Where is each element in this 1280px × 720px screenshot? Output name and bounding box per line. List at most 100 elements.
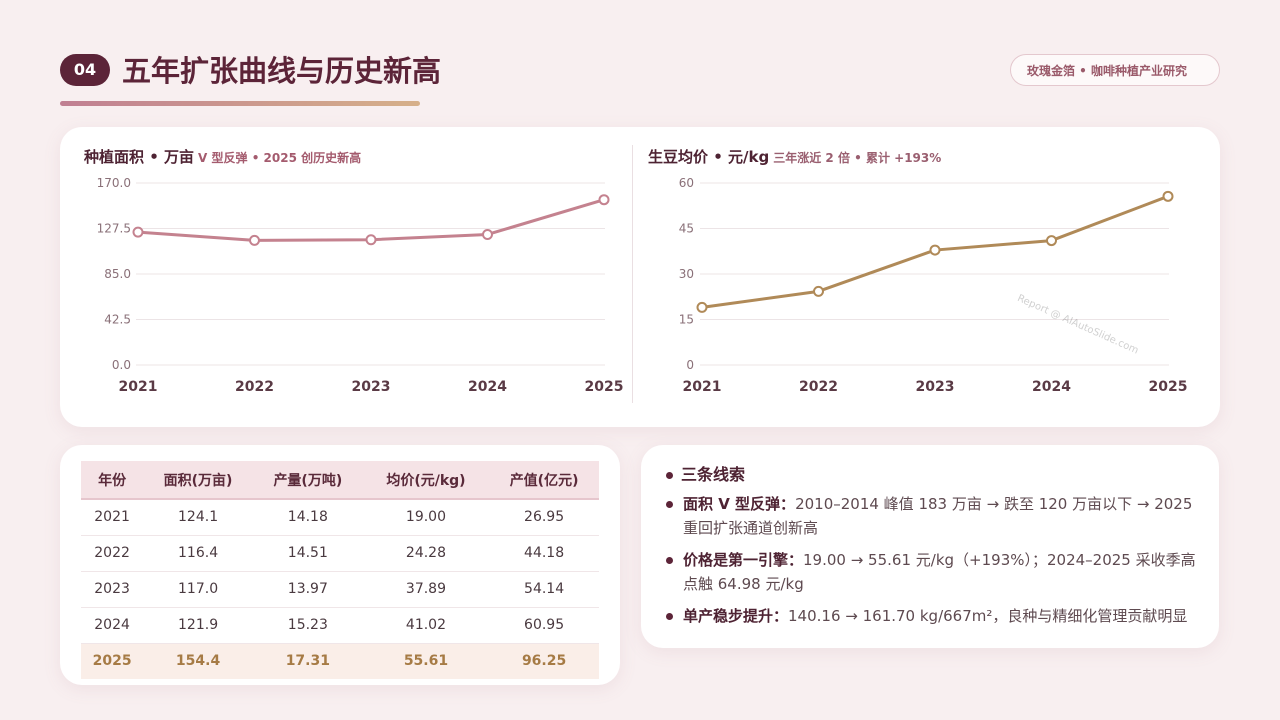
data-point: [929, 244, 941, 256]
price-chart-heading: 生豆均价 • 元/kg 三年涨近 2 倍 • 累计 +193%: [648, 147, 941, 168]
x-tick-label: 2021: [119, 379, 158, 395]
area-chart-title: 种植面积 • 万亩: [84, 148, 195, 166]
note-lead: 面积 V 型反弹：: [683, 495, 796, 513]
bullet-dot: [666, 557, 673, 564]
x-tick-label: 2024: [1032, 379, 1071, 395]
table-header-cell: 面积(万亩): [143, 461, 253, 500]
y-tick-label: 127.5: [97, 222, 131, 236]
data-point: [696, 301, 708, 313]
table-cell: 54.14: [489, 571, 599, 608]
table-cell: 116.4: [143, 535, 253, 572]
table-header-cell: 产值(亿元): [489, 461, 599, 500]
brand-tag: 玫瑰金箔 • 咖啡种植产业研究: [1010, 54, 1220, 86]
table-cell: 24.28: [362, 535, 490, 572]
x-tick-label: 2024: [468, 379, 507, 395]
bullet-dot: [666, 472, 673, 479]
section-number-badge: 04: [60, 54, 110, 86]
table-cell: 117.0: [143, 571, 253, 608]
table-cell: 41.02: [362, 607, 490, 644]
data-table: 年份 面积(万亩) 产量(万吨) 均价(元/kg) 产值(亿元) 2021 12…: [81, 461, 599, 679]
data-point: [598, 194, 610, 206]
page-title: 五年扩张曲线与历史新高: [122, 54, 442, 88]
table-cell: 154.4: [175, 653, 221, 670]
area-chart-heading: 种植面积 • 万亩 V 型反弹 • 2025 创历史新高: [84, 147, 361, 168]
table-cell: 13.97: [252, 571, 363, 608]
table-row: 2021 124.1 14.18 19.00 26.95: [81, 499, 599, 536]
table-cell: 124.1: [143, 499, 253, 536]
data-point: [132, 226, 144, 238]
y-tick-label: 42.5: [104, 313, 131, 327]
y-tick-label: 45: [679, 222, 694, 236]
x-tick-label: 2021: [683, 379, 722, 395]
note-text: 2010–2014 峰值 183 万亩 → 跌至 120 万亩以下 → 2025…: [683, 495, 1193, 537]
table-cell: 37.89: [362, 571, 490, 608]
table-row: 2024 121.9 15.23 41.02 60.95: [81, 607, 599, 644]
area-chart-subtitle: V 型反弹 • 2025 创历史新高: [198, 151, 362, 165]
data-point: [813, 285, 824, 297]
price-line-chart: 0 15 30 45 60 2021 2022 2023 2024 2025: [679, 176, 1188, 395]
data-point: [482, 228, 493, 240]
bullet-dot: [666, 501, 673, 508]
note-text: 140.16 → 161.70 kg/667m²，良种与精细化管理贡献明显: [788, 607, 1188, 625]
x-tick-label: 2022: [235, 379, 274, 395]
table-cell: 44.18: [489, 535, 599, 572]
title-underline: [60, 101, 420, 106]
table-cell: 2022: [81, 535, 144, 572]
y-tick-label: 15: [679, 313, 694, 327]
x-tick-label: 2025: [1149, 379, 1188, 395]
y-tick-label: 0.0: [112, 358, 131, 372]
y-tick-label: 85.0: [104, 267, 131, 281]
x-tick-label: 2023: [352, 379, 391, 395]
y-tick-label: 60: [679, 176, 694, 190]
chart-divider: [632, 145, 633, 403]
table-header-row: 年份 面积(万亩) 产量(万吨) 均价(元/kg) 产值(亿元): [81, 461, 599, 500]
y-tick-label: 0: [686, 358, 694, 372]
notes-title: 三条线索: [681, 465, 746, 484]
charts-card: 种植面积 • 万亩 V 型反弹 • 2025 创历史新高 0.0 42.5 85.0 1…: [60, 127, 1220, 427]
note-item: 面积 V 型反弹：2010–2014 峰值 183 万亩 → 跌至 120 万亩…: [683, 492, 1197, 540]
table-cell: 55.61: [403, 653, 449, 670]
table-cell: 2025: [92, 653, 132, 670]
area-chart-panel: 种植面积 • 万亩 V 型反弹 • 2025 创历史新高 0.0 42.5 85.0 1…: [60, 127, 632, 427]
table-cell: 14.18: [252, 499, 363, 536]
x-tick-label: 2025: [585, 379, 624, 395]
price-chart-panel: 生豆均价 • 元/kg 三年涨近 2 倍 • 累计 +193% 0 15 30 45 60…: [634, 127, 1220, 427]
table-row-highlight: 2025 154.4 17.31 55.61 96.25: [81, 643, 599, 679]
x-tick-label: 2022: [799, 379, 838, 395]
price-chart-title: 生豆均价 • 元/kg: [648, 148, 770, 166]
data-point: [1046, 235, 1057, 247]
note-lead: 单产稳步提升：: [683, 607, 789, 625]
note-item: 价格是第一引擎：19.00 → 55.61 元/kg（+193%）；2024–2…: [683, 548, 1197, 596]
note-lead: 价格是第一引擎：: [683, 551, 804, 569]
table-header-cell: 产量(万吨): [252, 461, 363, 500]
data-table-card: 年份 面积(万亩) 产量(万吨) 均价(元/kg) 产值(亿元) 2021 12…: [60, 445, 620, 685]
table-cell: 2024: [81, 607, 144, 644]
data-point: [365, 234, 377, 246]
table-cell: 15.23: [252, 607, 363, 644]
y-tick-label: 170.0: [97, 176, 131, 190]
table-cell: 2021: [81, 499, 144, 536]
table-header-cell: 均价(元/kg): [362, 461, 490, 500]
x-tick-label: 2023: [916, 379, 955, 395]
table-cell: 2023: [81, 571, 144, 608]
notes-card: 三条线索 面积 V 型反弹：2010–2014 峰值 183 万亩 → 跌至 1…: [641, 445, 1219, 648]
note-item: 单产稳步提升：140.16 → 161.70 kg/667m²，良种与精细化管理…: [683, 604, 1197, 628]
bullet-dot: [666, 613, 673, 620]
table-cell: 121.9: [143, 607, 253, 644]
table-cell: 17.31: [285, 653, 330, 670]
table-cell: 60.95: [489, 607, 599, 644]
page-header: 04 五年扩张曲线与历史新高 玫瑰金箔 • 咖啡种植产业研究: [60, 52, 1220, 112]
table-cell: 19.00: [362, 499, 490, 536]
table-row: 2023 117.0 13.97 37.89 54.14: [81, 571, 599, 608]
area-line-chart: 0.0 42.5 85.0 127.5 170.0 2021 2022 2023 2024 202…: [97, 176, 624, 395]
data-point: [249, 234, 260, 246]
table-cell: 96.25: [521, 653, 567, 670]
note-text: 19.00 → 55.61 元/kg（+193%）；2024–2025 采收季高…: [683, 551, 1196, 593]
table-header-cell: 年份: [81, 461, 144, 500]
table-row: 2022 116.4 14.51 24.28 44.18: [81, 535, 599, 572]
y-tick-label: 30: [679, 267, 694, 281]
table-cell: 14.51: [252, 535, 363, 572]
price-chart-subtitle: 三年涨近 2 倍 • 累计 +193%: [773, 151, 942, 165]
data-point: [1162, 190, 1174, 202]
table-cell: 26.95: [489, 499, 599, 536]
